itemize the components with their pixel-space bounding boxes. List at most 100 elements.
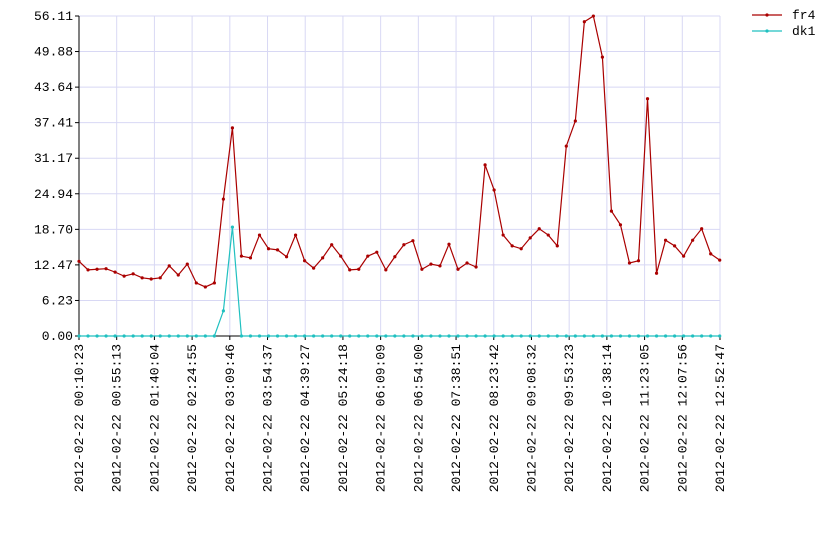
point bbox=[555, 334, 559, 338]
point bbox=[284, 255, 289, 259]
x-tick-label: 2012-02-22 05:24:18 bbox=[336, 344, 351, 492]
point bbox=[429, 262, 433, 266]
point bbox=[86, 268, 90, 272]
x-tick-label: 2012-02-22 01:40:04 bbox=[147, 344, 162, 492]
point bbox=[321, 334, 325, 338]
point bbox=[573, 119, 577, 123]
point bbox=[537, 227, 541, 231]
series-line bbox=[79, 227, 720, 337]
point bbox=[239, 334, 244, 338]
point bbox=[600, 334, 605, 338]
point bbox=[636, 334, 641, 338]
point bbox=[510, 244, 514, 248]
series-line bbox=[78, 15, 721, 288]
point bbox=[303, 259, 307, 263]
point bbox=[339, 254, 343, 258]
point bbox=[519, 334, 523, 338]
point bbox=[627, 334, 632, 338]
x-tick-label: 2012-02-22 12:52:47 bbox=[713, 344, 728, 492]
point bbox=[248, 334, 253, 338]
point bbox=[456, 334, 460, 338]
point bbox=[384, 268, 388, 272]
point bbox=[402, 243, 406, 247]
point bbox=[465, 334, 469, 338]
point bbox=[230, 126, 235, 130]
point bbox=[95, 267, 99, 271]
point bbox=[293, 233, 298, 237]
point bbox=[682, 254, 686, 258]
point bbox=[339, 334, 343, 338]
point bbox=[618, 223, 623, 227]
point bbox=[447, 242, 451, 246]
point bbox=[519, 247, 523, 251]
y-tick-label: 56.11 bbox=[34, 9, 73, 24]
point bbox=[573, 334, 577, 338]
y-tick-label: 31.17 bbox=[34, 151, 73, 166]
x-tick-label: 2012-02-22 09:08:32 bbox=[524, 344, 539, 492]
point bbox=[230, 225, 235, 229]
point bbox=[131, 272, 135, 276]
point bbox=[122, 334, 126, 338]
point bbox=[474, 334, 478, 338]
point bbox=[537, 334, 541, 338]
point bbox=[591, 334, 595, 338]
point bbox=[465, 261, 469, 265]
point bbox=[591, 14, 595, 18]
point bbox=[627, 261, 632, 265]
x-tick-label: 2012-02-22 06:09:09 bbox=[374, 344, 389, 492]
point bbox=[357, 267, 361, 271]
point bbox=[609, 209, 614, 213]
point bbox=[257, 334, 262, 338]
point bbox=[609, 334, 614, 338]
point bbox=[682, 334, 686, 338]
point bbox=[600, 55, 605, 59]
point bbox=[330, 243, 334, 247]
x-tick-label: 2012-02-22 07:38:51 bbox=[449, 344, 464, 492]
y-tick-label: 18.70 bbox=[34, 222, 73, 237]
point bbox=[176, 273, 180, 277]
point bbox=[366, 334, 370, 338]
point bbox=[357, 334, 361, 338]
point bbox=[113, 270, 117, 274]
x-tick-label: 2012-02-22 03:09:46 bbox=[223, 344, 238, 492]
point bbox=[411, 334, 415, 338]
point bbox=[312, 334, 316, 338]
point bbox=[672, 244, 677, 248]
point bbox=[393, 255, 397, 259]
point bbox=[420, 267, 424, 271]
point bbox=[438, 334, 442, 338]
point bbox=[501, 233, 505, 237]
point bbox=[709, 334, 713, 338]
point bbox=[546, 233, 550, 237]
point bbox=[131, 334, 135, 338]
point bbox=[95, 334, 99, 338]
point bbox=[402, 334, 406, 338]
point bbox=[510, 334, 514, 338]
point bbox=[546, 334, 550, 338]
point bbox=[321, 256, 325, 260]
point bbox=[77, 259, 81, 263]
point bbox=[221, 309, 225, 313]
point bbox=[140, 276, 144, 280]
point bbox=[113, 334, 117, 338]
x-tick-label: 2012-02-22 03:54:37 bbox=[261, 344, 276, 492]
point bbox=[86, 334, 90, 338]
point bbox=[483, 334, 487, 338]
point bbox=[239, 254, 244, 258]
x-tick-label: 2012-02-22 04:39:27 bbox=[298, 344, 313, 492]
point bbox=[654, 271, 659, 275]
point bbox=[104, 267, 108, 271]
point bbox=[248, 256, 253, 260]
point bbox=[140, 334, 144, 338]
y-tick-label: 37.41 bbox=[34, 116, 73, 131]
y-tick-label: 43.64 bbox=[34, 80, 73, 95]
y-tick-label: 24.94 bbox=[34, 187, 73, 202]
point bbox=[194, 334, 198, 338]
point bbox=[185, 334, 189, 338]
point bbox=[582, 334, 586, 338]
point bbox=[158, 334, 162, 338]
point bbox=[348, 268, 352, 272]
x-tick-label: 2012-02-22 09:53:23 bbox=[562, 344, 577, 492]
y-tick-label: 0.00 bbox=[42, 329, 73, 344]
point bbox=[266, 247, 271, 251]
